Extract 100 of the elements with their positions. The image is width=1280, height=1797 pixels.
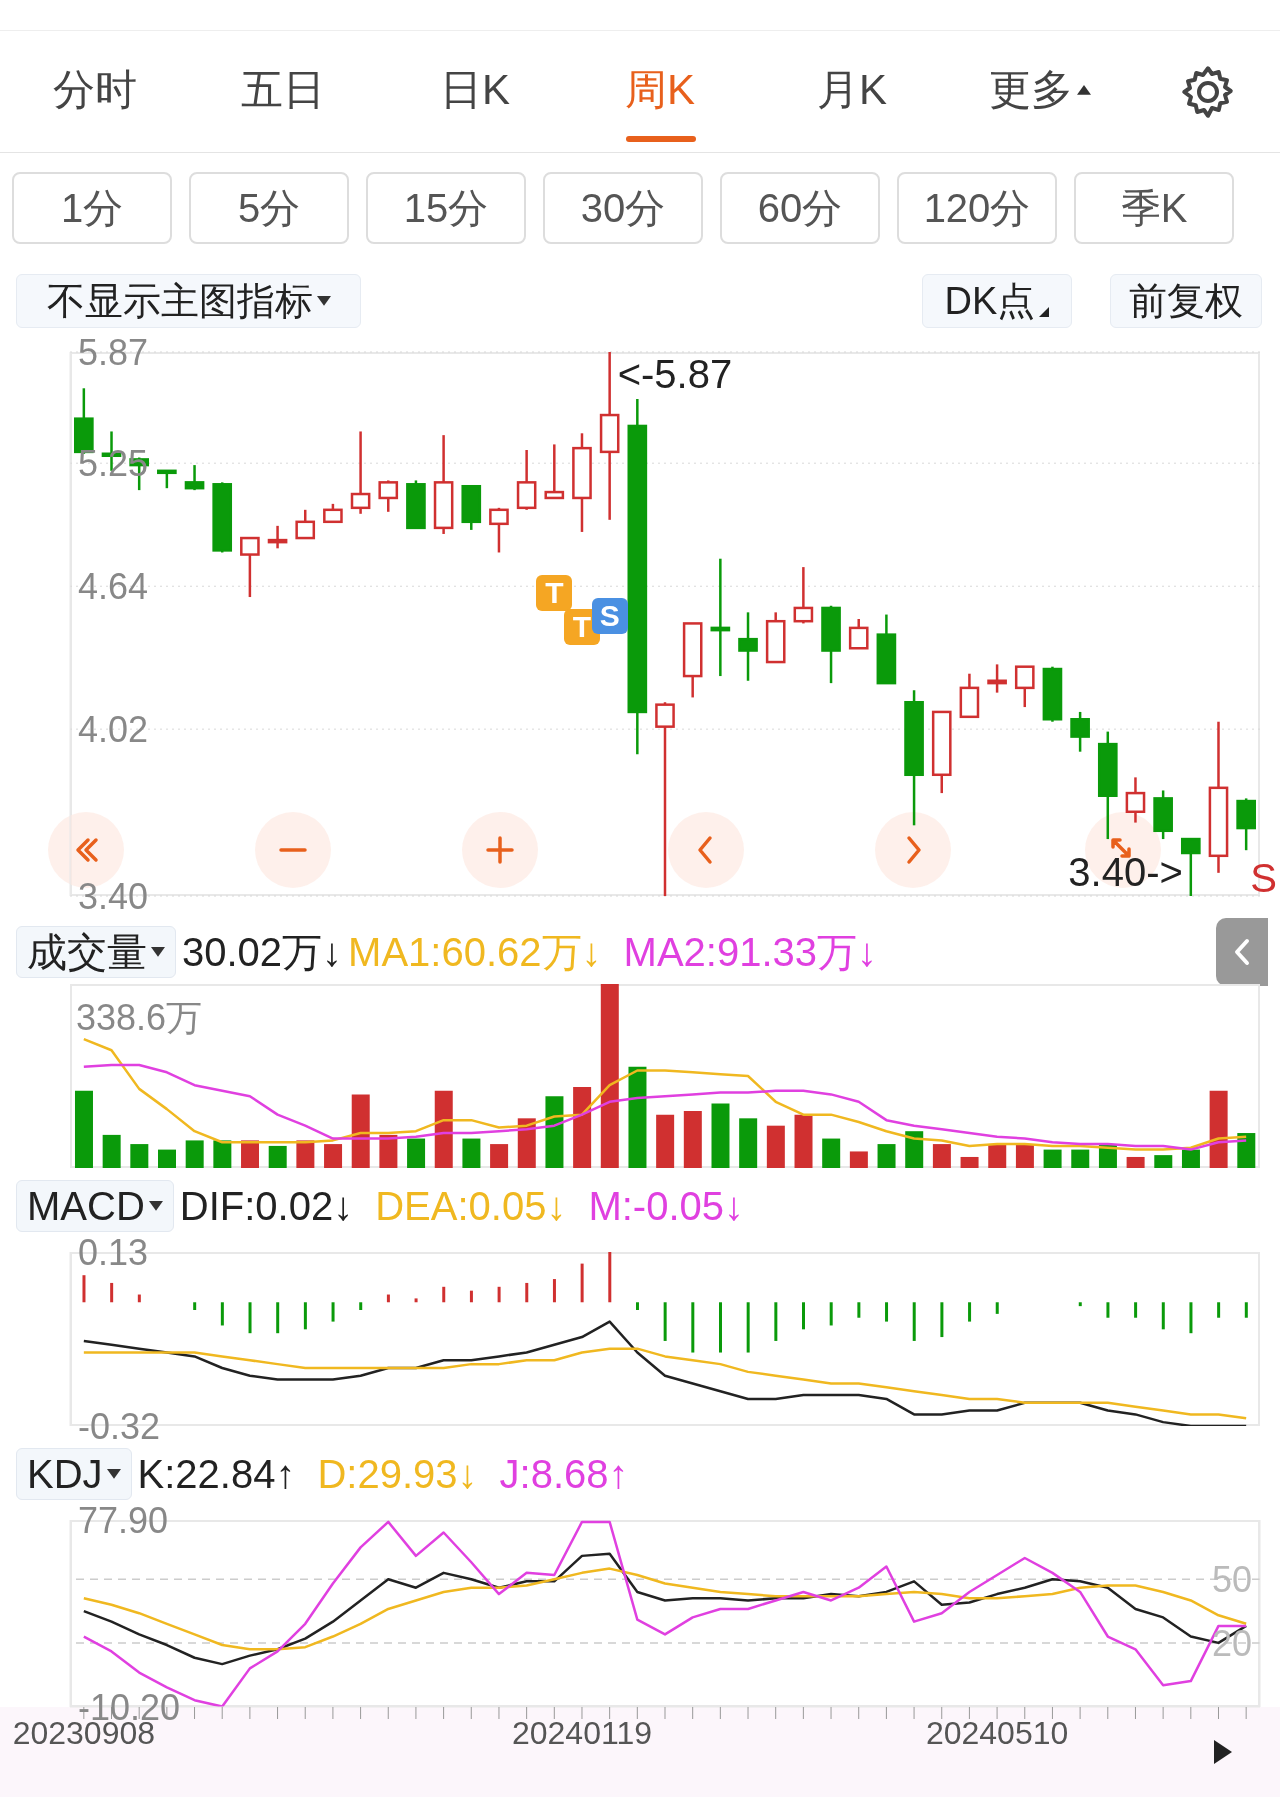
bar xyxy=(442,1286,446,1303)
bar xyxy=(386,1294,390,1303)
bar xyxy=(351,1094,370,1168)
bar xyxy=(241,1140,260,1168)
text: 1分 xyxy=(12,172,172,244)
chart-title: KDJ xyxy=(27,1451,103,1497)
y-tick-label: 0.13 xyxy=(78,1231,149,1273)
text: MA1:60.62万↓ xyxy=(348,928,602,976)
bar xyxy=(552,1279,556,1303)
bar xyxy=(102,1134,121,1168)
bar xyxy=(802,1302,806,1330)
y-tick-label: 77.90 xyxy=(78,1499,169,1541)
text: 周K xyxy=(624,65,695,115)
bar xyxy=(248,1302,252,1334)
candlestick xyxy=(793,565,814,625)
bar xyxy=(469,1290,473,1303)
text: MA2:91.33万↓ xyxy=(623,928,878,976)
text: 日K xyxy=(439,65,510,115)
bar xyxy=(407,1138,426,1168)
bar xyxy=(1237,1133,1256,1168)
bar xyxy=(718,1302,722,1353)
candlestick xyxy=(267,524,288,550)
bar xyxy=(1217,1302,1221,1318)
annotation: 338.6万 xyxy=(76,996,203,1040)
bar xyxy=(185,1140,204,1168)
candlestick xyxy=(1180,837,1201,896)
candlestick xyxy=(1014,665,1035,709)
bar xyxy=(130,1144,149,1168)
candlestick xyxy=(655,700,675,896)
bar xyxy=(663,1302,667,1341)
text: D:29.93↓ xyxy=(317,1451,478,1497)
bar xyxy=(137,1294,141,1303)
bar xyxy=(1154,1155,1173,1168)
bar xyxy=(940,1302,944,1338)
bar xyxy=(462,1138,481,1168)
bar xyxy=(359,1302,363,1310)
bar xyxy=(74,1090,93,1168)
bar xyxy=(794,1114,813,1168)
annotation: 3.40-> xyxy=(1068,850,1183,894)
bar xyxy=(774,1302,778,1341)
candlestick xyxy=(544,443,565,500)
bar xyxy=(849,1151,868,1168)
chart-title: 成交量 xyxy=(27,928,147,976)
bar xyxy=(635,1302,639,1310)
bar xyxy=(1134,1302,1138,1318)
bar xyxy=(628,1066,647,1168)
bar xyxy=(608,1252,612,1303)
bar xyxy=(331,1302,335,1322)
bar xyxy=(497,1286,501,1303)
candlestick xyxy=(240,536,260,599)
text: 30分 xyxy=(543,172,703,244)
bar xyxy=(525,1282,529,1303)
bar xyxy=(1106,1302,1110,1318)
bar xyxy=(683,1110,702,1168)
bar xyxy=(885,1302,889,1322)
bar xyxy=(1189,1302,1193,1334)
text: 分时 xyxy=(53,65,137,115)
candlestick xyxy=(1070,710,1090,753)
bar xyxy=(379,1134,398,1168)
bar xyxy=(691,1302,695,1353)
annotation: S xyxy=(1250,856,1277,900)
bar xyxy=(1244,1302,1248,1318)
bar xyxy=(988,1144,1007,1168)
bar xyxy=(490,1144,509,1168)
candlestick xyxy=(184,463,205,492)
bar xyxy=(829,1302,833,1326)
text: 60分 xyxy=(720,172,880,244)
bar xyxy=(1015,1144,1034,1168)
text: 前复权 xyxy=(1129,278,1243,324)
bar xyxy=(1071,1149,1090,1168)
bar xyxy=(822,1138,841,1168)
bar xyxy=(1209,1090,1228,1168)
bar xyxy=(296,1140,315,1168)
text: DIF:0.02↓ xyxy=(179,1183,354,1229)
text: 月K xyxy=(816,65,887,115)
bar xyxy=(276,1302,280,1334)
bar xyxy=(213,1140,232,1168)
candlestick xyxy=(738,611,758,683)
bar xyxy=(1043,1149,1062,1168)
bar xyxy=(545,1096,564,1168)
candlestick xyxy=(1125,776,1146,824)
y2-tick-label: 20 xyxy=(1211,1622,1252,1664)
bar xyxy=(912,1302,916,1341)
bar xyxy=(193,1302,197,1310)
bar xyxy=(573,1087,592,1168)
annotation: T xyxy=(536,575,573,611)
bar xyxy=(158,1149,176,1168)
bar xyxy=(110,1282,114,1303)
text: 120分 xyxy=(897,172,1057,244)
y-tick-label: 3.40 xyxy=(78,875,149,917)
chart-title: MACD xyxy=(27,1183,145,1229)
y-tick-label: 4.02 xyxy=(78,708,149,750)
annotation: T xyxy=(563,609,600,645)
bar xyxy=(739,1118,758,1168)
bar xyxy=(1126,1156,1145,1168)
bar xyxy=(414,1298,418,1303)
bar xyxy=(995,1302,999,1314)
text: 更多 xyxy=(989,65,1073,115)
x-tick-label: 20240510 xyxy=(925,1714,1069,1751)
text: K:22.84↑ xyxy=(137,1451,296,1497)
